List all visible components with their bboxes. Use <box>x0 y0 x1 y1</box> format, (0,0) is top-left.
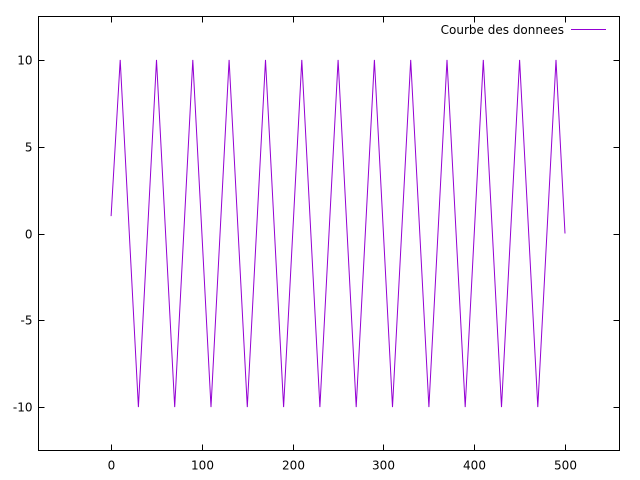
y-tick-label: -10 <box>13 401 33 415</box>
y-tick-label: 10 <box>17 54 32 68</box>
y-tick-label: 0 <box>25 228 33 242</box>
x-tick-label: 100 <box>191 459 214 473</box>
x-tick-label: 0 <box>108 459 116 473</box>
x-tick-label: 200 <box>282 459 305 473</box>
legend-label: Courbe des donnees <box>441 23 564 37</box>
x-tick-label: 500 <box>554 459 577 473</box>
x-tick-label: 400 <box>463 459 486 473</box>
x-tick-label: 300 <box>372 459 395 473</box>
legend: Courbe des donnees <box>441 23 606 37</box>
y-tick-label: -5 <box>21 314 33 328</box>
y-tick-label: 5 <box>25 141 33 155</box>
plot-border <box>38 16 620 451</box>
series-layer <box>110 59 566 408</box>
series-line <box>110 59 566 408</box>
